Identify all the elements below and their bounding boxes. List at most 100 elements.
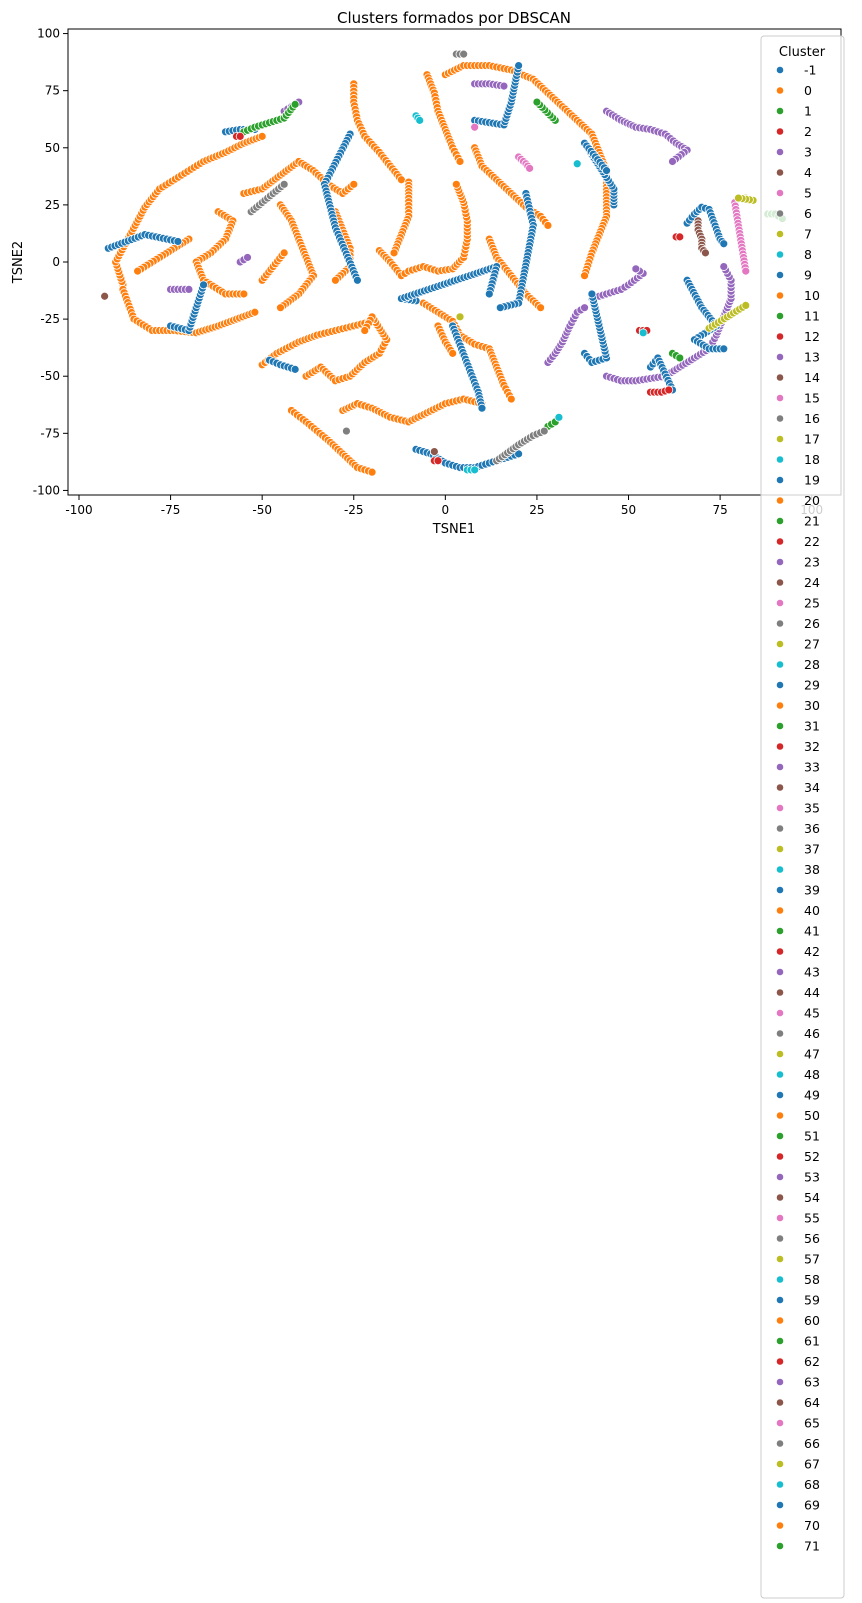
legend-label: 44: [804, 985, 820, 1000]
data-point: [349, 179, 359, 189]
data-point: [415, 115, 425, 125]
data-point: [506, 394, 516, 404]
legend-label: 51: [804, 1129, 820, 1144]
data-point: [470, 465, 480, 475]
series-0: [111, 61, 611, 477]
legend-marker: [776, 640, 784, 648]
legend-marker: [776, 496, 784, 505]
legend-marker: [776, 1009, 784, 1017]
x-tick-label: -25: [344, 503, 364, 517]
data-point: [448, 348, 458, 358]
legend-label: 19: [804, 473, 820, 488]
data-point: [572, 159, 582, 169]
legend-marker: [776, 1398, 784, 1407]
legend-marker: [776, 230, 784, 238]
legend-marker: [776, 865, 784, 874]
legend-marker: [776, 86, 784, 95]
legend-label: 17: [804, 432, 820, 447]
data-point: [353, 275, 362, 285]
legend-label: 2: [804, 124, 812, 139]
legend-label: 38: [804, 862, 820, 877]
legend-marker: [776, 250, 784, 259]
y-tick-label: 50: [45, 141, 60, 155]
legend-marker: [776, 906, 784, 915]
legend-marker: [776, 742, 784, 751]
data-point: [455, 157, 465, 166]
legend-marker: [776, 455, 784, 464]
legend-marker: [776, 1521, 784, 1530]
series-6: [246, 49, 549, 466]
y-tick-label: 75: [45, 84, 60, 98]
legend-label: 29: [804, 678, 820, 693]
legend-marker: [776, 927, 784, 935]
legend-marker: [776, 660, 784, 669]
legend-label: 65: [804, 1416, 820, 1431]
series-8: [411, 111, 648, 475]
legend-marker: [776, 1193, 784, 1202]
legend-label: 18: [804, 452, 820, 467]
legend-label: 60: [804, 1313, 820, 1328]
data-point: [631, 264, 641, 274]
legend-marker: [776, 558, 784, 566]
y-tick-label: 25: [45, 198, 60, 212]
legend-marker: [776, 148, 784, 156]
legend-label: 49: [804, 1088, 820, 1103]
x-tick-label: 75: [712, 503, 727, 517]
data-point: [543, 221, 553, 230]
x-tick-label: 0: [442, 503, 450, 517]
data-point: [173, 237, 183, 246]
legend-marker: [776, 332, 784, 341]
legend-marker: [776, 1234, 784, 1243]
legend-label: 20: [804, 493, 820, 508]
legend-label: 12: [804, 329, 820, 344]
y-tick-label: -50: [40, 369, 60, 383]
legend-marker: [776, 209, 784, 218]
data-point: [396, 175, 406, 185]
series-1: [239, 97, 787, 431]
legend-label: 57: [804, 1252, 820, 1267]
legend-label: 46: [804, 1026, 820, 1041]
series-4: [100, 216, 710, 456]
legend-marker: [776, 1439, 784, 1448]
legend-label: 5: [804, 186, 812, 201]
data-point: [741, 266, 751, 276]
data-point: [719, 344, 729, 354]
data-point: [243, 253, 252, 262]
legend-marker: [776, 701, 784, 710]
data-point: [536, 303, 545, 313]
data-point: [580, 303, 589, 313]
legend-label: 1: [804, 104, 812, 119]
chart-title: Clusters formados por DBSCAN: [337, 9, 571, 27]
legend-marker: [776, 1378, 784, 1386]
legend-marker: [776, 619, 784, 628]
data-point: [239, 289, 249, 299]
legend-label: 37: [804, 842, 820, 857]
legend-label: 54: [804, 1190, 820, 1205]
legend-label: 47: [804, 1047, 820, 1062]
legend-marker: [776, 1091, 784, 1099]
legend-marker: [776, 886, 784, 894]
data-point: [701, 248, 710, 258]
legend-marker: [776, 783, 784, 792]
plot-area: [67, 28, 842, 496]
legend-marker: [776, 1337, 784, 1345]
legend-label: 24: [804, 575, 820, 590]
legend-marker: [776, 578, 784, 587]
legend-label: 32: [804, 739, 820, 754]
legend-marker: [776, 824, 784, 833]
legend-marker: [776, 1255, 784, 1263]
legend-label: 8: [804, 247, 812, 262]
legend-marker: [776, 517, 784, 525]
legend-label: 71: [804, 1539, 820, 1554]
data-point: [455, 312, 465, 322]
legend-marker: [776, 1419, 784, 1427]
legend-marker: [776, 271, 784, 279]
legend-label: 68: [804, 1477, 820, 1492]
data-point: [290, 364, 300, 374]
legend-marker: [776, 968, 784, 976]
data-point: [539, 426, 549, 436]
legend-marker: [776, 1275, 784, 1284]
legend-label: 39: [804, 883, 820, 898]
data-point: [499, 81, 509, 91]
